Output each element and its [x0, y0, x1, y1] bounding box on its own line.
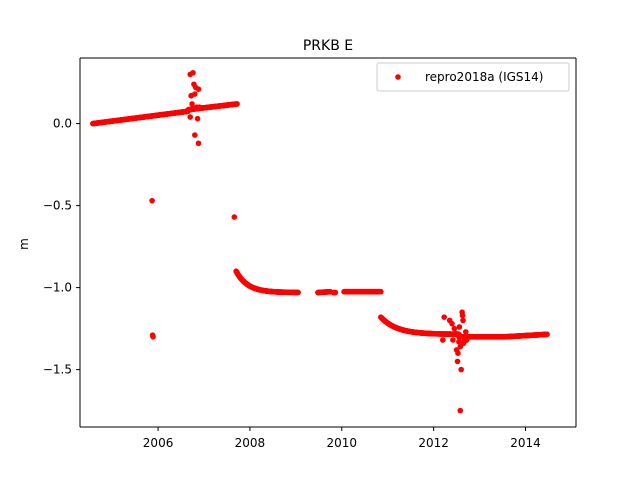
- outlier-point: [231, 214, 238, 220]
- data-point: [234, 101, 240, 107]
- x-tick-label: 2008: [235, 436, 266, 450]
- data-point: [378, 288, 384, 295]
- x-tick-label: 2014: [510, 436, 541, 450]
- outlier-point: [196, 104, 203, 110]
- y-tick-label: −1.5: [43, 363, 72, 377]
- outlier-point: [460, 317, 466, 324]
- data-point: [295, 289, 301, 296]
- y-tick-label: 0.0: [53, 117, 72, 131]
- legend-marker: [395, 74, 401, 80]
- outlier-point: [462, 329, 469, 335]
- outlier-point: [460, 340, 467, 347]
- outlier-point: [192, 132, 198, 138]
- axes-layer: 2006 2008 2010 2012 2014 0.0 −0.5 −1.0 −1.5: [43, 57, 577, 450]
- x-tick-label: 2010: [327, 436, 358, 450]
- outlier-point: [456, 338, 462, 345]
- outlier-point: [465, 334, 471, 340]
- outlier-point: [195, 86, 202, 92]
- outlier-point: [441, 314, 447, 320]
- outlier-point: [440, 337, 446, 343]
- outlier-point: [451, 325, 458, 332]
- outlier-point: [190, 69, 196, 76]
- data-point: [544, 331, 550, 338]
- outlier-point: [192, 91, 198, 97]
- data-layer: [90, 69, 550, 414]
- outlier-point: [150, 334, 156, 340]
- legend-label: repro2018a (IGS14): [425, 70, 543, 84]
- outlier-point: [450, 337, 456, 343]
- y-tick-label: −0.5: [43, 199, 72, 213]
- outlier-point: [149, 197, 155, 204]
- legend: repro2018a (IGS14): [376, 62, 570, 92]
- outlier-point: [194, 115, 201, 122]
- outlier-point: [458, 366, 464, 373]
- x-tick-label: 2012: [418, 436, 449, 450]
- y-axis-label: m: [17, 238, 31, 250]
- legend-frame: [376, 62, 570, 92]
- outlier-point: [449, 320, 455, 327]
- outlier-point: [452, 330, 459, 337]
- outlier-point: [195, 140, 202, 147]
- outlier-point: [455, 350, 461, 357]
- y-tick-label: −1.0: [43, 281, 72, 295]
- outlier-point: [189, 101, 195, 107]
- x-tick-label: 2006: [143, 436, 174, 450]
- outlier-point: [187, 114, 194, 120]
- outlier-point: [459, 312, 466, 319]
- outlier-point: [454, 358, 461, 365]
- chart-title: PRKB E: [303, 38, 353, 54]
- outlier-point: [457, 407, 464, 414]
- data-point: [332, 289, 339, 296]
- outlier-point: [456, 324, 463, 330]
